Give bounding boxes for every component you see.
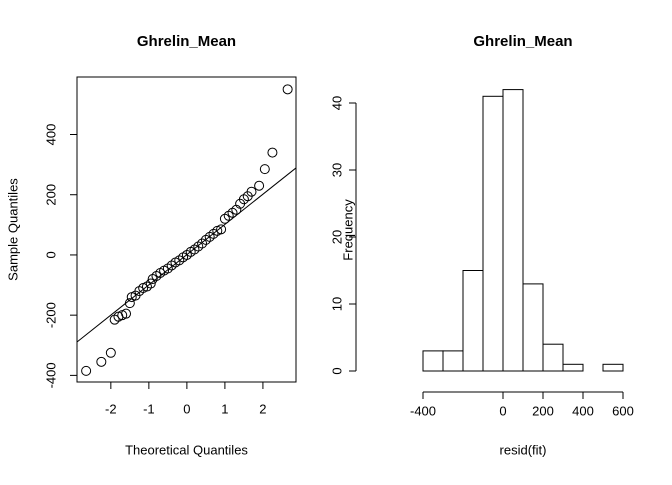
point	[246, 186, 257, 197]
point	[174, 255, 185, 266]
point	[141, 281, 152, 292]
y-tick-label: -200	[43, 302, 58, 328]
point	[197, 238, 208, 249]
y-tick-label: 40	[329, 96, 344, 110]
point	[259, 164, 270, 175]
point	[219, 213, 230, 224]
bar	[502, 89, 524, 372]
chart-title: Ghrelin_Mean	[473, 33, 572, 50]
point	[231, 204, 242, 215]
point	[81, 365, 92, 376]
y-tick-label: 200	[43, 184, 58, 206]
bar	[442, 350, 464, 372]
x-tick-label: 1	[221, 401, 228, 416]
x-tick-label: 200	[532, 403, 554, 418]
x-axis-label: Theoretical Quantiles	[125, 442, 248, 457]
point	[121, 308, 132, 319]
point	[162, 263, 173, 274]
plot-frame	[76, 76, 297, 383]
y-tick-label: 400	[43, 124, 58, 146]
bar	[482, 95, 504, 372]
point	[189, 244, 200, 255]
point	[227, 207, 238, 218]
point	[166, 260, 177, 271]
bar	[542, 343, 564, 372]
bar	[602, 363, 624, 372]
point	[193, 241, 204, 252]
point	[96, 356, 107, 367]
y-axis-label: Sample Quantiles	[5, 178, 20, 281]
point	[134, 286, 145, 297]
point	[105, 347, 116, 358]
y-axis-label: Frequency	[340, 199, 355, 261]
point	[238, 194, 249, 205]
point	[109, 314, 120, 325]
x-tick-label: -1	[143, 401, 155, 416]
y-tick-label: 10	[329, 297, 344, 311]
y-tick-label: -400	[43, 362, 58, 388]
point	[200, 234, 211, 245]
point	[151, 271, 162, 282]
x-tick-label: 0	[499, 403, 506, 418]
point	[267, 147, 278, 158]
bar	[522, 283, 544, 372]
point	[223, 210, 234, 221]
bar	[562, 363, 584, 372]
x-tick-label: 2	[259, 401, 266, 416]
point	[282, 84, 293, 95]
point	[216, 224, 227, 235]
bar	[462, 270, 484, 372]
point	[254, 180, 265, 191]
point	[181, 249, 192, 260]
point	[145, 278, 156, 289]
chart-title: Ghrelin_Mean	[137, 33, 236, 50]
point	[204, 231, 215, 242]
point	[147, 274, 158, 285]
y-tick-label: 0	[43, 251, 58, 258]
x-tick-label: 0	[183, 401, 190, 416]
qq-line	[76, 167, 297, 343]
y-tick-label: 0	[329, 367, 344, 374]
x-axis-label: resid(fit)	[500, 442, 547, 457]
x-tick-label: 600	[612, 403, 634, 418]
x-tick-label: -400	[410, 403, 436, 418]
y-tick-label: 30	[329, 163, 344, 177]
x-tick-label: 400	[572, 403, 594, 418]
point	[208, 228, 219, 239]
bar	[422, 350, 444, 372]
y-tick-label: 20	[329, 230, 344, 244]
x-tick-label: -2	[105, 401, 117, 416]
